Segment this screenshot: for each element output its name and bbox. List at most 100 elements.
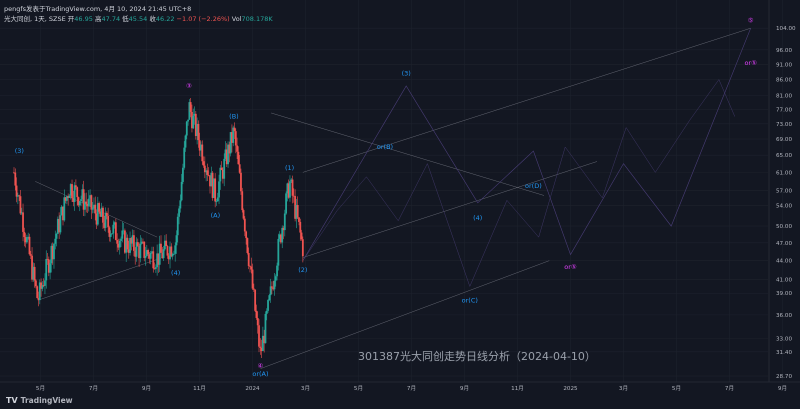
price-tick-label: 91.00 <box>776 62 792 68</box>
candle-body <box>276 265 278 277</box>
candle-body <box>289 181 291 198</box>
price-tick-label: 33.00 <box>776 336 792 342</box>
candle-body <box>161 252 164 259</box>
time-tick-label: 3月 <box>301 385 310 392</box>
chart-caption: 301387光大同创走势日线分析（2024-04-10） <box>358 350 596 363</box>
candle-body <box>99 211 102 217</box>
candle-body <box>117 243 120 248</box>
candle-body <box>147 250 150 255</box>
candle-body <box>260 347 263 352</box>
wave-label: (4) <box>171 269 180 277</box>
candle-body <box>93 204 95 209</box>
candle-body <box>33 266 36 281</box>
candle-body <box>290 179 293 182</box>
candle-body <box>18 195 21 197</box>
wave-label: ④ <box>258 362 264 370</box>
candle-body <box>243 218 246 232</box>
candle-body <box>180 181 183 201</box>
candle-body <box>158 243 161 265</box>
candle-body <box>100 207 103 217</box>
candle-body <box>292 195 295 197</box>
candle-body <box>144 255 147 258</box>
wave-labels: (3) (4) ③ (A) (B) ④or(A) (1) (2) (3) or(B) (4) or(C… <box>15 17 757 379</box>
candle-body <box>206 170 209 175</box>
wave-label: or(D) <box>525 182 542 190</box>
candle-body <box>241 191 244 211</box>
price-tick-label: 81.00 <box>776 94 792 100</box>
candle-body <box>287 183 290 198</box>
candle-body <box>102 207 104 223</box>
candle-body <box>129 238 131 253</box>
candle-body <box>46 258 49 260</box>
candle-body <box>69 184 72 196</box>
candle-body <box>94 204 97 214</box>
candle-body <box>22 212 24 232</box>
wave-label: or(B) <box>377 143 393 151</box>
candle-body <box>16 195 19 197</box>
candle-body <box>228 144 231 154</box>
candle-body <box>41 285 44 289</box>
candle-body <box>165 240 168 246</box>
candle-body <box>271 286 273 288</box>
price-tick-label: 54.00 <box>776 203 792 209</box>
candle-body <box>187 119 189 122</box>
candle-body <box>49 263 52 273</box>
projection-path-primary <box>302 28 751 261</box>
time-tick-label: 11月 <box>193 385 206 392</box>
trend-line <box>302 27 751 173</box>
wave-label: (1) <box>285 164 294 172</box>
candle-body <box>196 123 199 136</box>
candle-body <box>264 313 267 344</box>
time-tick-label: 5月 <box>354 385 363 392</box>
time-tick-label: 9月 <box>460 385 469 392</box>
close-value: 46.22 <box>155 15 175 23</box>
candle-body <box>62 206 64 221</box>
time-tick-label: 3月 <box>619 385 628 392</box>
candle-body <box>36 286 39 299</box>
symbol-label[interactable]: 光大同创, 1天, SZSE <box>4 15 66 23</box>
candle-body <box>273 280 276 290</box>
candle-body <box>14 172 17 186</box>
projection-path-alternate <box>302 79 736 288</box>
candle-body <box>301 239 304 257</box>
candle-body <box>211 172 214 198</box>
tradingview-logo[interactable]: T𝗩 TradingView <box>6 396 73 405</box>
time-tick-label: 5月 <box>36 385 45 392</box>
candle-body <box>123 230 126 253</box>
candle-body <box>47 259 50 273</box>
candle-body <box>237 151 240 165</box>
candle-body <box>145 250 148 256</box>
candle-body <box>19 196 22 214</box>
open-label: 开 <box>67 15 75 23</box>
candle-body <box>107 216 110 228</box>
time-tick-label: 7月 <box>407 385 416 392</box>
candle-body <box>37 298 40 301</box>
candle-body <box>105 212 108 217</box>
candle-body <box>212 178 215 198</box>
candle-body <box>121 230 124 239</box>
ohlc-legend: 光大同创, 1天, SZSE 开46.95 高47.74 低45.54 收46.… <box>4 13 273 23</box>
candle-body <box>218 181 220 198</box>
candle-body <box>111 233 113 235</box>
candle-body <box>15 185 18 197</box>
candle-body <box>151 251 153 253</box>
candle-body <box>72 198 75 202</box>
wave-label: (2) <box>298 266 307 274</box>
candle-body <box>171 254 174 257</box>
candle-body <box>240 172 242 192</box>
candle-body <box>227 144 229 165</box>
time-tick-label: 2024 <box>245 386 260 392</box>
candle-body <box>109 234 112 237</box>
candle-body <box>53 243 55 260</box>
candle-body <box>207 174 210 176</box>
candle-body <box>118 240 121 248</box>
candle-body <box>261 335 264 352</box>
candle-body <box>40 282 42 289</box>
price-tick-label: 57.00 <box>776 189 792 195</box>
time-tick-label: 9月 <box>778 385 787 392</box>
candle-body <box>130 238 133 244</box>
candle-body <box>96 203 99 225</box>
candle-body <box>140 241 143 244</box>
candle-body <box>74 185 77 188</box>
